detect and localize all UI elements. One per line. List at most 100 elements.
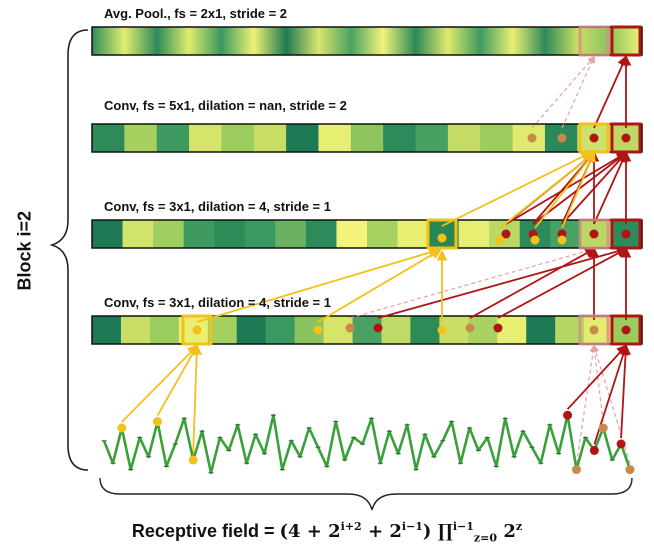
conv3-cell — [480, 124, 514, 152]
conv3-cell — [189, 124, 222, 152]
signal-faint-dot — [572, 465, 582, 475]
conv3-cell — [318, 124, 352, 152]
conv2-yellow-dot — [530, 235, 540, 245]
signal-yellow-dot — [188, 455, 198, 465]
signal-faint-dot — [625, 465, 635, 475]
conv1-cell — [92, 316, 122, 344]
conv1-cell — [265, 316, 296, 344]
conv3-cell — [350, 124, 384, 152]
red-arrow-conv1-conv2 — [469, 247, 596, 319]
conv2-cell — [336, 220, 368, 248]
pool-layer-bar — [91, 26, 643, 56]
rf-formula: (4 + 2i+2 + 2i−1) ∏i−1z=0 2z — [279, 520, 523, 545]
conv1-cell — [149, 316, 180, 344]
conv1-faint-dot — [345, 323, 355, 333]
conv1-cell — [410, 316, 440, 344]
signal-red-dot — [563, 410, 573, 420]
conv2-cell — [305, 220, 337, 248]
pool-output-faint-box — [578, 25, 610, 57]
conv1-cell — [236, 316, 267, 344]
conv1-faint-dot — [589, 325, 599, 335]
conv1-yellow-dot — [192, 325, 202, 335]
conv2-cell — [275, 220, 307, 248]
conv2-layer-border — [91, 219, 643, 249]
conv1-cell — [120, 316, 151, 344]
conv2-red-dot — [501, 229, 511, 239]
red-arrow-conv2-conv3 — [593, 151, 628, 225]
layer-label-conv1: Conv, fs = 3x1, dilation = 4, stride = 1 — [104, 295, 331, 310]
faint-arrow-conv3-pool — [531, 55, 595, 129]
faint-arrow-conv3-pool — [561, 55, 595, 129]
conv2-yellow-dot — [557, 235, 567, 245]
yellow-arrow-conv2-conv3 — [441, 151, 592, 227]
conv2-cell — [397, 220, 429, 248]
conv2-cell — [122, 220, 154, 248]
block-label: Block i=2 — [14, 210, 35, 291]
conv1-yellow-box — [181, 314, 213, 346]
signal-red-dot — [616, 439, 626, 449]
conv3-faint-dot — [557, 133, 567, 143]
yellow-arrow-signal-conv1 — [191, 343, 203, 455]
conv3-red-dot — [589, 133, 599, 143]
signal-red-dot — [589, 445, 599, 455]
conv3-cell — [447, 124, 481, 152]
layer-label-conv3: Conv, fs = 5x1, dilation = nan, stride =… — [104, 98, 347, 113]
conv3-red-dot — [621, 133, 631, 143]
conv3-red-box — [610, 122, 642, 154]
conv2-cell — [244, 220, 276, 248]
conv1-faint-box — [578, 314, 610, 346]
conv2-cell — [183, 220, 215, 248]
conv3-yellow-box — [578, 122, 610, 154]
conv1-yellow-dot — [313, 325, 323, 335]
conv3-cell — [383, 124, 417, 152]
layer-label-pool: Avg. Pool., fs = 2x1, stride = 2 — [104, 6, 288, 21]
yellow-arrow-conv1-conv2 — [317, 248, 442, 323]
conv1-cell — [381, 316, 411, 344]
conv3-cell — [415, 124, 449, 152]
input-signal-line — [102, 413, 632, 475]
conv1-cell — [526, 316, 556, 344]
conv2-cell — [153, 220, 185, 248]
conv2-red-box — [610, 218, 642, 250]
conv2-yellow-dot — [437, 233, 447, 243]
red-arrow-conv3-pool — [593, 55, 628, 129]
conv2-red-dot — [621, 229, 631, 239]
faint-arrow-conv1-conv2 — [349, 247, 596, 319]
yellow-arrow-conv2-conv3 — [499, 151, 596, 229]
conv1-red-dot — [493, 323, 503, 333]
conv1-faint-dot — [465, 323, 475, 333]
conv2-yellow-box — [426, 218, 458, 250]
conv1-cell — [207, 316, 238, 344]
conv1-cell — [497, 316, 527, 344]
rf-prefix: Receptive field = — [131, 521, 280, 541]
yellow-arrow-conv1-conv2 — [196, 247, 441, 323]
red-arrow-signal-conv1 — [566, 344, 628, 410]
conv2-red-dot — [589, 229, 599, 239]
conv2-cell — [458, 220, 490, 248]
conv1-red-dot — [621, 325, 631, 335]
block-brace — [49, 29, 89, 471]
pool-output-red-box — [610, 25, 642, 57]
yellow-arrow-signal-conv1 — [156, 344, 199, 417]
yellow-arrow-conv2-conv3 — [534, 151, 596, 229]
conv3-faint-dot — [527, 133, 537, 143]
conv3-cell — [156, 124, 190, 152]
conv2-cell — [214, 220, 246, 248]
conv3-cell — [221, 124, 255, 152]
signal-faint-dot — [598, 423, 608, 433]
receptive-field-brace — [99, 477, 633, 511]
conv3-cell — [124, 124, 158, 152]
conv2-faint-box — [578, 218, 610, 250]
conv1-red-dot — [373, 323, 383, 333]
faint-arrow-signal-conv1 — [575, 344, 597, 464]
yellow-arrow-conv2-conv3 — [561, 151, 596, 229]
layer-label-conv2: Conv, fs = 3x1, dilation = 4, stride = 1 — [104, 199, 331, 214]
conv3-layer-border — [91, 123, 643, 153]
red-arrow-conv1-conv2 — [497, 247, 628, 319]
conv2-cell — [92, 220, 124, 248]
conv3-cell — [92, 124, 125, 152]
red-arrow-conv1-conv2 — [377, 246, 629, 319]
signal-yellow-dot — [152, 417, 162, 427]
receptive-field-caption: Receptive field = (4 + 2i+2 + 2i−1) ∏i−1… — [0, 520, 654, 545]
